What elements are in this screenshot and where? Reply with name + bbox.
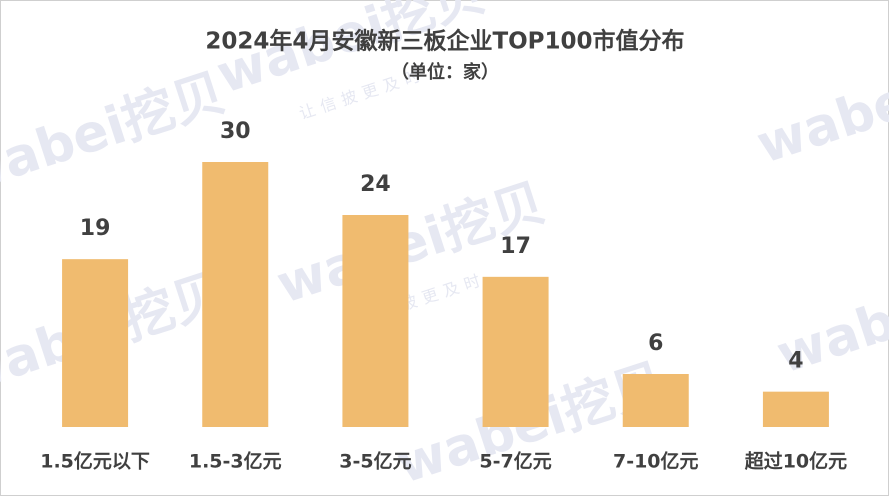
bar	[342, 215, 409, 427]
chart-subtitle: （单位：家）	[391, 61, 499, 83]
chart-title: 2024年4月安徽新三板企业TOP100市值分布	[205, 28, 684, 55]
x-tick-label: 3-5亿元	[339, 450, 411, 473]
bar	[762, 391, 829, 427]
x-tick-label: 1.5亿元以下	[40, 450, 150, 473]
bar	[202, 162, 269, 427]
value-label: 6	[648, 331, 663, 356]
bar	[622, 374, 689, 427]
bar	[482, 276, 549, 427]
value-label: 17	[500, 234, 531, 259]
x-tick-label: 5-7亿元	[479, 450, 551, 473]
bar	[62, 259, 129, 427]
x-tick-label: 1.5-3亿元	[189, 450, 282, 473]
x-tick-label: 7-10亿元	[613, 450, 699, 473]
value-label: 19	[80, 216, 111, 241]
value-label: 4	[788, 349, 803, 374]
value-label: 24	[360, 172, 391, 197]
value-label: 30	[220, 119, 251, 144]
x-tick-label: 超过10亿元	[744, 450, 847, 473]
